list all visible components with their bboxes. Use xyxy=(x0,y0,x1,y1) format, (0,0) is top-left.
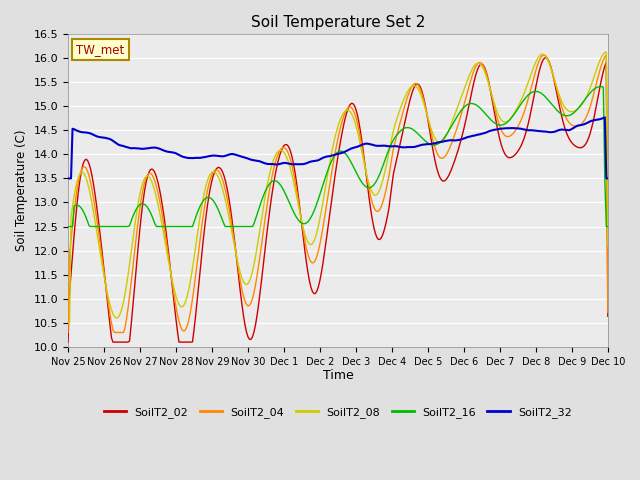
X-axis label: Time: Time xyxy=(323,370,353,383)
Line: SoilT2_32: SoilT2_32 xyxy=(68,117,608,179)
SoilT2_32 xyxy=(372,143,380,148)
SoilT2_32 xyxy=(538,129,546,134)
SoilT2_16 xyxy=(64,224,72,229)
SoilT2_02 xyxy=(164,249,172,255)
SoilT2_16 xyxy=(372,180,380,186)
SoilT2_32 xyxy=(164,149,172,155)
SoilT2_02 xyxy=(79,161,87,167)
SoilT2_16 xyxy=(390,137,397,143)
SoilT2_04 xyxy=(538,53,546,59)
Line: SoilT2_08: SoilT2_08 xyxy=(68,52,608,323)
SoilT2_02 xyxy=(604,313,612,319)
SoilT2_08 xyxy=(538,51,546,57)
SoilT2_16 xyxy=(164,224,172,229)
SoilT2_16 xyxy=(538,91,546,96)
SoilT2_32 xyxy=(390,144,397,149)
Line: SoilT2_02: SoilT2_02 xyxy=(68,58,608,342)
SoilT2_08 xyxy=(401,93,409,99)
SoilT2_16 xyxy=(596,84,604,89)
SoilT2_32 xyxy=(601,114,609,120)
SoilT2_02 xyxy=(64,339,72,345)
SoilT2_04 xyxy=(604,310,612,315)
SoilT2_04 xyxy=(164,253,172,259)
Line: SoilT2_16: SoilT2_16 xyxy=(68,86,608,227)
SoilT2_32 xyxy=(401,144,409,150)
SoilT2_02 xyxy=(538,60,546,65)
SoilT2_16 xyxy=(604,224,612,229)
SoilT2_02 xyxy=(372,230,380,236)
SoilT2_02 xyxy=(401,117,409,123)
SoilT2_32 xyxy=(604,176,612,181)
SoilT2_04 xyxy=(401,101,409,107)
Legend: SoilT2_02, SoilT2_04, SoilT2_08, SoilT2_16, SoilT2_32: SoilT2_02, SoilT2_04, SoilT2_08, SoilT2_… xyxy=(99,403,577,422)
SoilT2_08 xyxy=(164,258,172,264)
SoilT2_04 xyxy=(64,330,72,336)
Title: Soil Temperature Set 2: Soil Temperature Set 2 xyxy=(251,15,425,30)
SoilT2_04 xyxy=(372,207,380,213)
SoilT2_04 xyxy=(602,52,610,58)
Text: TW_met: TW_met xyxy=(76,43,124,56)
SoilT2_04 xyxy=(390,146,397,152)
SoilT2_02 xyxy=(543,55,550,61)
Y-axis label: Soil Temperature (C): Soil Temperature (C) xyxy=(15,130,28,251)
SoilT2_32 xyxy=(64,176,72,181)
SoilT2_16 xyxy=(401,125,409,131)
SoilT2_08 xyxy=(602,49,610,55)
Line: SoilT2_04: SoilT2_04 xyxy=(68,55,608,333)
SoilT2_08 xyxy=(604,243,612,249)
SoilT2_04 xyxy=(79,164,87,170)
SoilT2_08 xyxy=(390,128,397,133)
SoilT2_08 xyxy=(372,192,380,198)
SoilT2_32 xyxy=(79,130,87,135)
SoilT2_16 xyxy=(79,208,87,214)
SoilT2_08 xyxy=(64,320,72,326)
SoilT2_08 xyxy=(79,169,87,175)
SoilT2_02 xyxy=(390,171,397,177)
